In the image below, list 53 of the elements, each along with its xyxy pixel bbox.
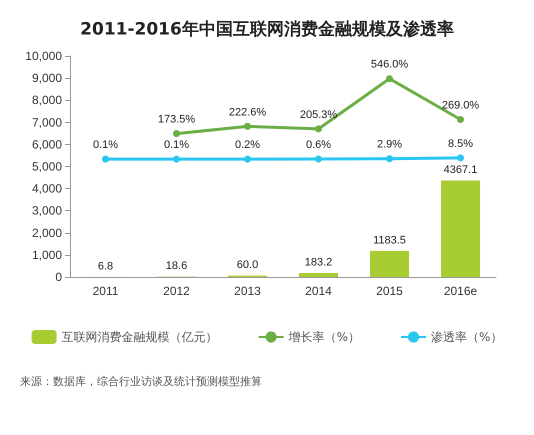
data-label: 18.6 (166, 260, 188, 272)
y-tick-label: 6,000 (32, 137, 62, 152)
bar (440, 180, 480, 277)
x-tick-label: 2015 (376, 284, 404, 298)
data-label: 173.5% (158, 114, 196, 126)
y-tick-label: 3,000 (32, 204, 62, 218)
point (173, 130, 180, 138)
point (315, 125, 322, 132)
data-label: 0.2% (234, 139, 260, 152)
y-tick-label: 9,000 (32, 71, 62, 86)
data-label: 222.6% (228, 106, 266, 118)
legend-label: 增长率（%） (288, 330, 360, 344)
x-tick-label: 2011 (92, 284, 119, 298)
x-tick-label: 2016e (444, 284, 478, 298)
data-label: 183.2 (304, 256, 332, 268)
data-label: 6.8 (98, 260, 114, 272)
y-tick-label: 0 (55, 270, 62, 284)
x-tick-label: 2012 (163, 284, 190, 298)
y-tick-label: 2,000 (32, 226, 62, 240)
y-tick-label: 4,000 (32, 182, 62, 196)
point (457, 154, 464, 162)
x-tick-label: 2013 (234, 284, 262, 298)
point (244, 122, 251, 130)
point (244, 156, 251, 163)
chart-title: 2011-2016年中国互联网消费金融规模及渗透率 (80, 20, 454, 40)
point (457, 116, 464, 123)
data-label: 546.0% (370, 58, 408, 71)
bar (298, 272, 338, 277)
legend-label: 互联网消费金融规模（亿元） (62, 330, 218, 344)
y-tick-label: 10,000 (25, 49, 62, 63)
data-label: 60.0 (236, 259, 258, 272)
point (102, 156, 109, 163)
source-note: 来源：数据库，综合行业访谈及统计预测模型推算 (20, 375, 262, 388)
y-tick-label: 7,000 (32, 115, 62, 130)
data-label: 8.5% (448, 138, 474, 150)
data-label: 205.3% (300, 108, 338, 121)
point (173, 156, 180, 163)
y-tick-label: 5,000 (32, 160, 62, 174)
data-label: 0.1% (92, 139, 118, 152)
data-label: 1183.5 (373, 234, 406, 246)
data-label: 4367.1 (444, 164, 478, 176)
bar (370, 250, 410, 277)
point (315, 156, 322, 163)
y-tick-label: 8,000 (32, 93, 62, 108)
point (386, 75, 393, 82)
x-tick-label: 2014 (305, 284, 332, 298)
y-tick-label: 1,000 (32, 248, 62, 262)
data-label: 0.1% (164, 139, 190, 152)
data-label: 0.6% (306, 139, 332, 152)
data-label: 269.0% (442, 100, 480, 112)
data-label: 2.9% (376, 138, 402, 151)
point (386, 155, 393, 162)
legend-label: 渗透率（%） (431, 330, 502, 344)
